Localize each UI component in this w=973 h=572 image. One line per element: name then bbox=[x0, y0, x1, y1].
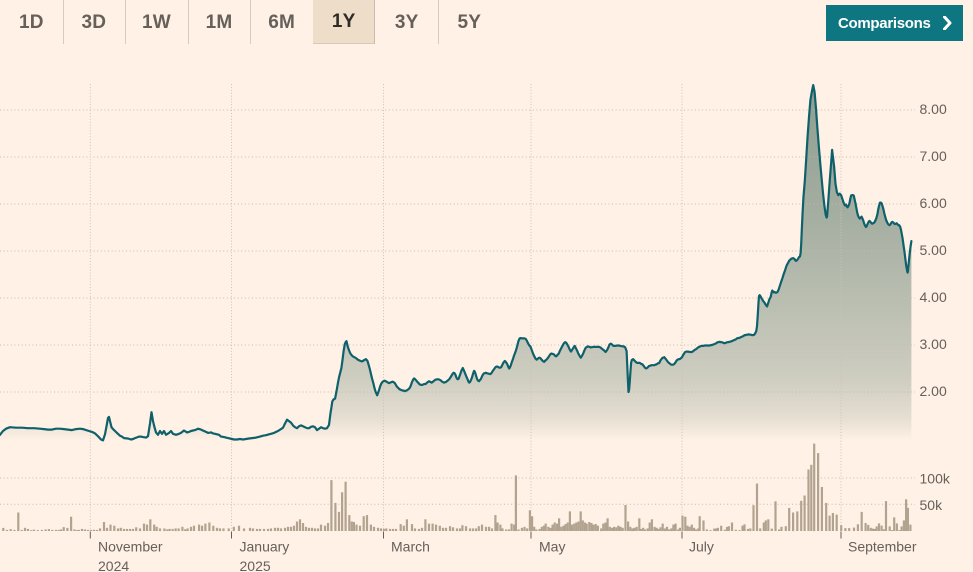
svg-text:2.00: 2.00 bbox=[920, 383, 947, 399]
svg-text:7.00: 7.00 bbox=[920, 148, 947, 164]
svg-text:November: November bbox=[98, 539, 163, 555]
svg-text:5.00: 5.00 bbox=[920, 242, 947, 258]
svg-text:100k: 100k bbox=[920, 470, 951, 486]
svg-text:2025: 2025 bbox=[240, 558, 271, 572]
svg-text:July: July bbox=[689, 539, 714, 555]
svg-text:May: May bbox=[539, 539, 565, 555]
svg-text:January: January bbox=[240, 539, 290, 555]
svg-text:6.00: 6.00 bbox=[920, 195, 947, 211]
svg-text:4.00: 4.00 bbox=[920, 289, 947, 305]
svg-text:2024: 2024 bbox=[98, 558, 129, 572]
svg-text:8.00: 8.00 bbox=[920, 101, 947, 117]
svg-text:September: September bbox=[848, 539, 917, 555]
svg-text:March: March bbox=[391, 539, 430, 555]
svg-text:3.00: 3.00 bbox=[920, 336, 947, 352]
svg-text:50k: 50k bbox=[920, 497, 944, 513]
